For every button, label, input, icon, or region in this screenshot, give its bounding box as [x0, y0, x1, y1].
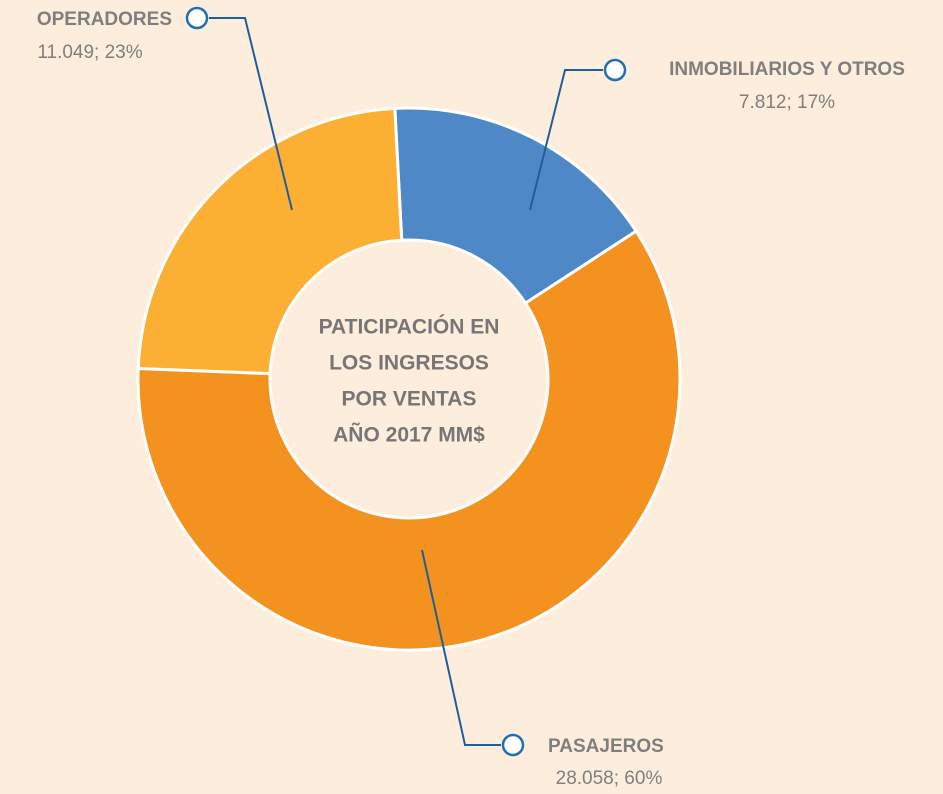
donut-slice: [136, 229, 682, 652]
category-label: OPERADORES: [37, 9, 172, 30]
category-label: INMOBILIARIOS Y OTROS: [669, 59, 905, 80]
leader-marker: [501, 733, 525, 757]
chart-title: PATICIPACIÓN EN: [319, 315, 500, 339]
leader-line: [209, 17, 293, 211]
donut-slice: [393, 106, 639, 306]
donut-slice: [136, 106, 404, 376]
leader-line: [529, 69, 603, 211]
chart-title: AÑO 2017 MM$: [333, 424, 485, 447]
value-label: 11.049; 23%: [37, 42, 142, 63]
value-label: 28.058; 60%: [556, 768, 663, 789]
chart-title: POR VENTAS: [342, 388, 477, 411]
chart-title: LOS INGRESOS: [329, 352, 489, 375]
category-label: PASAJEROS: [548, 736, 664, 757]
leader-marker: [185, 6, 209, 30]
leader-line: [421, 549, 501, 746]
value-label: 7.812; 17%: [739, 92, 835, 113]
leader-marker: [603, 58, 627, 82]
